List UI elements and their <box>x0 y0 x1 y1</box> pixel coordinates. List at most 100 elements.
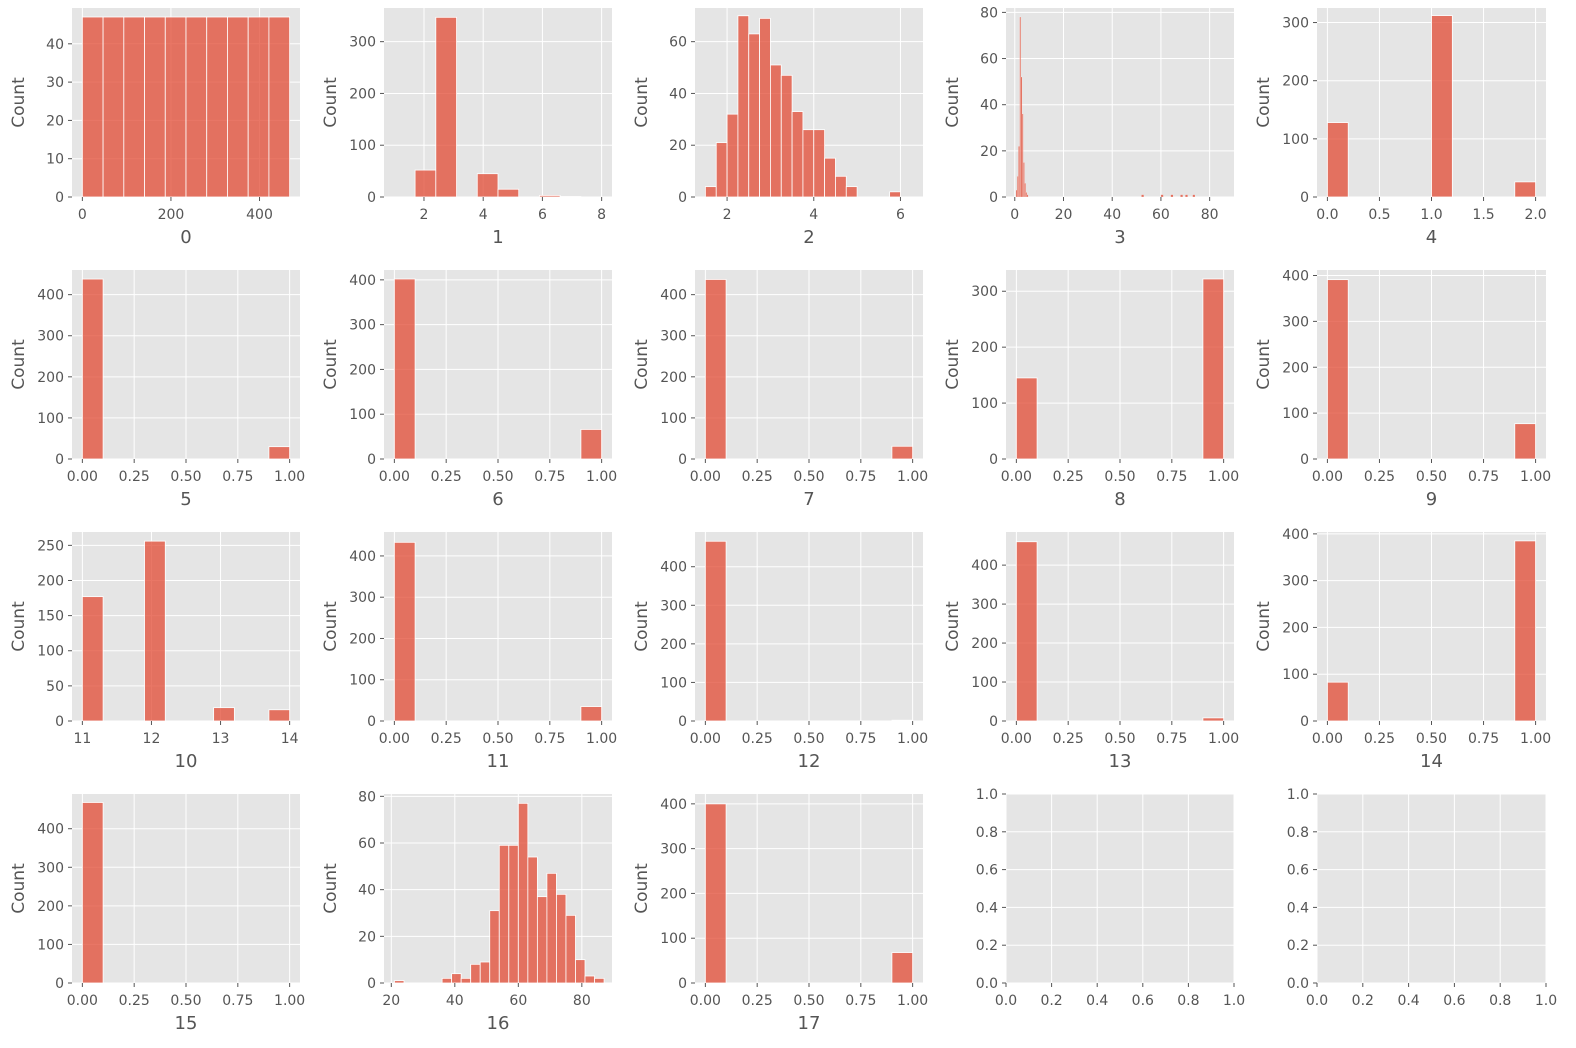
y-tick-label: 100 <box>660 675 687 691</box>
histogram-bar <box>1180 194 1183 198</box>
x-tick-label: 0.00 <box>1312 731 1343 747</box>
histogram-bar <box>497 188 520 198</box>
plot-background <box>1006 8 1234 197</box>
histogram-bar <box>705 186 717 198</box>
x-tick-label: 0.2 <box>1040 993 1062 1009</box>
x-tick-label: 20 <box>1055 207 1073 223</box>
x-tick-label: 0.25 <box>742 993 773 1009</box>
x-tick-label: 11 <box>73 731 91 747</box>
y-tick-label: 30 <box>46 75 64 91</box>
x-tick-label: 1.00 <box>1520 731 1551 747</box>
x-tick-label: 0.75 <box>222 993 253 1009</box>
y-tick-label: 200 <box>660 886 687 902</box>
histogram-bar <box>580 429 603 460</box>
histogram-bar <box>835 175 847 198</box>
histogram-bar <box>489 910 500 984</box>
y-tick-label: 300 <box>37 329 64 345</box>
y-tick-label: 150 <box>37 609 64 625</box>
y-tick-label: 400 <box>349 549 376 565</box>
x-tick-label: 0.50 <box>1104 731 1135 747</box>
x-tick-label: 2 <box>723 207 732 223</box>
subplot-6: 0.00 0.25 0.50 0.75 1.00 0 100 200 300 400 6 Count <box>321 270 617 510</box>
histogram-bar <box>81 16 104 198</box>
histogram-bar <box>1202 717 1225 722</box>
y-tick-label: 300 <box>971 284 998 300</box>
histogram-bar <box>565 914 576 984</box>
histogram-bar <box>81 278 104 460</box>
y-tick-label: 20 <box>358 929 376 945</box>
histogram-bar <box>1327 122 1349 198</box>
x-tick-label: 1.00 <box>1208 731 1239 747</box>
y-tick-label: 300 <box>660 842 687 858</box>
x-axis-label: 16 <box>487 1013 510 1034</box>
x-tick-label: 0.50 <box>793 731 824 747</box>
histogram-bar <box>726 113 739 198</box>
histogram-bar <box>1019 16 1021 198</box>
x-tick-label: 0.0 <box>1316 207 1338 223</box>
x-tick-label: 1.00 <box>274 469 305 485</box>
histogram-bar <box>575 959 586 984</box>
x-tick-label: 1.00 <box>897 993 928 1009</box>
x-tick-label: 4 <box>479 207 488 223</box>
histogram-bar <box>556 893 567 984</box>
x-tick-label: 0.50 <box>1416 469 1447 485</box>
y-tick-label: 0.6 <box>1287 863 1309 879</box>
x-tick-label: 1.0 <box>1535 993 1557 1009</box>
y-tick-label: 0 <box>55 452 64 468</box>
x-axis-label: 5 <box>180 489 191 510</box>
x-tick-label: 0.8 <box>1177 993 1199 1009</box>
histogram-bar <box>508 844 519 984</box>
x-tick-label: 0.50 <box>793 993 824 1009</box>
y-tick-label: 300 <box>660 329 687 345</box>
x-tick-label: 0.00 <box>379 469 410 485</box>
subplot-8: 0.00 0.25 0.50 0.75 1.00 0 100 200 300 8 Count <box>943 270 1239 510</box>
y-tick-label: 400 <box>660 560 687 576</box>
x-tick-label: 0.75 <box>1468 731 1499 747</box>
x-tick-label: 0.75 <box>534 469 565 485</box>
x-tick-label: 20 <box>382 993 400 1009</box>
x-axis-label: 10 <box>175 751 198 772</box>
y-tick-label: 100 <box>349 138 376 154</box>
x-axis-label: 1 <box>492 227 503 248</box>
subplot-9: 0.00 0.25 0.50 0.75 1.00 0 100 200 300 400 9 Count <box>1254 269 1551 510</box>
y-tick-label: 0 <box>367 190 376 206</box>
y-tick-label: 0 <box>55 190 64 206</box>
x-tick-label: 200 <box>158 207 185 223</box>
y-tick-label: 100 <box>971 396 998 412</box>
histogram-bar <box>780 74 793 198</box>
y-tick-label: 100 <box>37 411 64 427</box>
y-tick-label: 300 <box>660 598 687 614</box>
y-tick-label: 60 <box>358 836 376 852</box>
histogram-bar <box>546 872 557 984</box>
histogram-bar <box>1025 192 1028 198</box>
x-tick-label: 1.00 <box>1208 469 1239 485</box>
x-tick-label: 1.00 <box>897 469 928 485</box>
x-tick-label: 1.00 <box>586 731 617 747</box>
subplot-15: 0.00 0.25 0.50 0.75 1.00 0 100 200 300 400 15 Count <box>9 794 305 1034</box>
x-tick-label: 0.75 <box>845 993 876 1009</box>
y-tick-label: 0 <box>989 452 998 468</box>
x-tick-label: 40 <box>446 993 464 1009</box>
histogram-bar <box>1141 194 1144 198</box>
histogram-bar <box>539 195 561 198</box>
x-tick-label: 1.00 <box>1520 469 1551 485</box>
histogram-bar <box>1024 183 1026 198</box>
subplot-4: 0.0 0.5 1.0 1.5 2.0 0 100 200 300 4 Count <box>1254 8 1547 248</box>
y-axis-label: Count <box>943 77 963 128</box>
y-tick-label: 100 <box>37 644 64 660</box>
y-tick-label: 0 <box>55 714 64 730</box>
y-tick-label: 300 <box>37 860 64 876</box>
y-axis-label: Count <box>9 339 29 390</box>
histogram-bar <box>164 16 187 198</box>
y-tick-label: 200 <box>349 86 376 102</box>
histogram-bar <box>185 16 208 198</box>
x-tick-label: 80 <box>573 993 591 1009</box>
histogram-bar <box>770 64 782 198</box>
y-tick-label: 100 <box>349 407 376 423</box>
y-tick-label: 0 <box>55 976 64 992</box>
y-tick-label: 100 <box>660 931 687 947</box>
subplot-14: 0.00 0.25 0.50 0.75 1.00 0 100 200 300 400 14 Count <box>1254 527 1551 772</box>
x-tick-label: 0.50 <box>482 469 513 485</box>
y-tick-label: 300 <box>349 590 376 606</box>
